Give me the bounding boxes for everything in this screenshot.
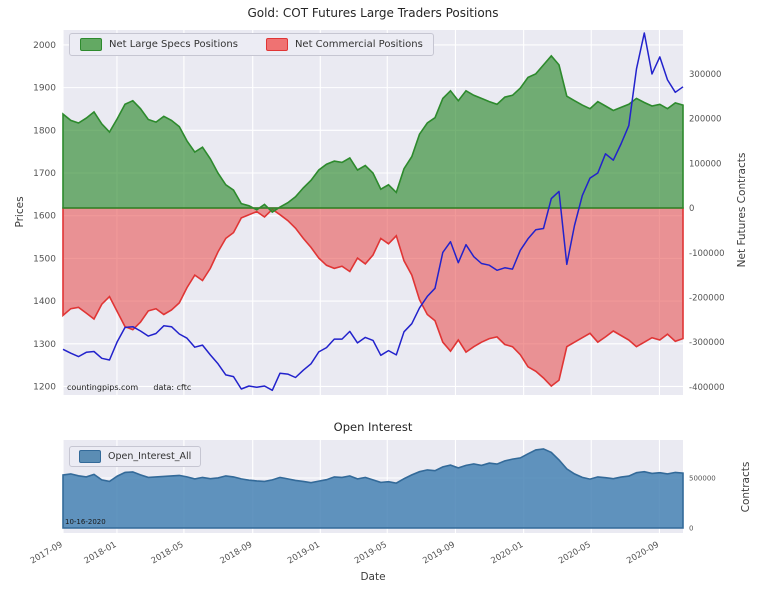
svg-text:1600: 1600: [33, 212, 56, 222]
svg-text:1700: 1700: [33, 169, 56, 179]
svg-text:1400: 1400: [33, 297, 56, 307]
svg-text:2019-09: 2019-09: [421, 540, 457, 566]
svg-text:-400000: -400000: [689, 383, 725, 393]
watermark-text: countingpips.com data: cftc: [67, 383, 192, 392]
svg-text:2018-01: 2018-01: [83, 540, 119, 566]
contracts-axis-label: Contracts: [740, 461, 752, 513]
svg-text:2020-05: 2020-05: [557, 540, 593, 566]
svg-text:0: 0: [689, 204, 694, 214]
svg-text:300000: 300000: [689, 70, 721, 80]
open-interest-title: Open Interest: [333, 420, 413, 434]
top-chart-title: Gold: COT Futures Large Traders Position…: [247, 6, 499, 20]
legend-label-specs: Net Large Specs Positions: [109, 39, 238, 50]
svg-text:1300: 1300: [33, 340, 56, 350]
specs-swatch-icon: [80, 38, 102, 51]
open-interest-swatch-icon: [79, 450, 101, 463]
svg-text:1200: 1200: [33, 382, 56, 392]
svg-text:200000: 200000: [689, 115, 721, 125]
svg-text:2018-09: 2018-09: [218, 540, 254, 566]
svg-text:1500: 1500: [33, 254, 56, 264]
open-interest-legend: Open_Interest_All: [69, 446, 202, 467]
open-interest-area: [62, 448, 684, 529]
right-axis-label: Net Futures Contracts: [736, 152, 748, 268]
left-axis-label: Prices: [14, 196, 26, 228]
svg-text:2018-05: 2018-05: [150, 540, 186, 566]
commercials-area: [62, 207, 684, 388]
price-line: [62, 32, 684, 392]
svg-text:-100000: -100000: [689, 249, 725, 259]
svg-text:1800: 1800: [33, 126, 56, 136]
legend-item-specs: Net Large Specs Positions: [80, 38, 238, 51]
legend-label-commercials: Net Commercial Positions: [294, 39, 423, 50]
top-legend: Net Large Specs Positions Net Commercial…: [69, 33, 434, 56]
legend-item-open-interest: Open_Interest_All: [79, 450, 191, 463]
legend-label-open-interest: Open_Interest_All: [108, 451, 192, 462]
svg-text:-300000: -300000: [689, 338, 725, 348]
legend-item-commercials: Net Commercial Positions: [265, 38, 423, 51]
svg-text:2019-05: 2019-05: [353, 540, 389, 566]
svg-text:100000: 100000: [689, 159, 721, 169]
specs-area: [62, 54, 684, 214]
svg-text:2000: 2000: [33, 41, 56, 51]
x-axis-label: Date: [360, 571, 386, 583]
svg-text:500000: 500000: [689, 475, 716, 483]
svg-text:0: 0: [689, 525, 693, 533]
svg-text:-200000: -200000: [689, 293, 725, 303]
svg-text:2019-01: 2019-01: [286, 540, 322, 566]
svg-text:2020-01: 2020-01: [489, 540, 525, 566]
svg-text:2020-09: 2020-09: [625, 540, 661, 566]
svg-text:2017-09: 2017-09: [29, 540, 65, 566]
svg-text:1900: 1900: [33, 84, 56, 94]
report-date-text: 10-16-2020: [65, 518, 106, 526]
commercials-swatch-icon: [265, 38, 288, 51]
